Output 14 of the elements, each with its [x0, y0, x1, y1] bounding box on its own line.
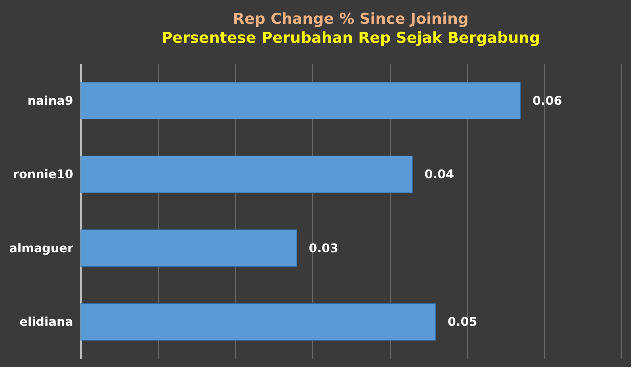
- data-label: 0.04: [424, 168, 454, 182]
- bar: [80, 230, 298, 268]
- chart-subtitle: Persentese Perubahan Rep Sejak Bergabung: [162, 29, 540, 47]
- y-tick-label: naina9: [28, 94, 74, 108]
- y-tick-label: almaguer: [9, 241, 74, 256]
- bar: [80, 303, 436, 341]
- y-tick-label: ronnie10: [13, 168, 74, 182]
- bar: [80, 82, 521, 120]
- chart-title: Rep Change % Since Joining: [233, 10, 469, 28]
- data-label: 0.03: [309, 241, 339, 256]
- y-tick-label: elidiana: [20, 315, 74, 330]
- data-label: 0.06: [532, 94, 562, 108]
- bar: [80, 156, 413, 194]
- data-label: 0.05: [448, 315, 478, 330]
